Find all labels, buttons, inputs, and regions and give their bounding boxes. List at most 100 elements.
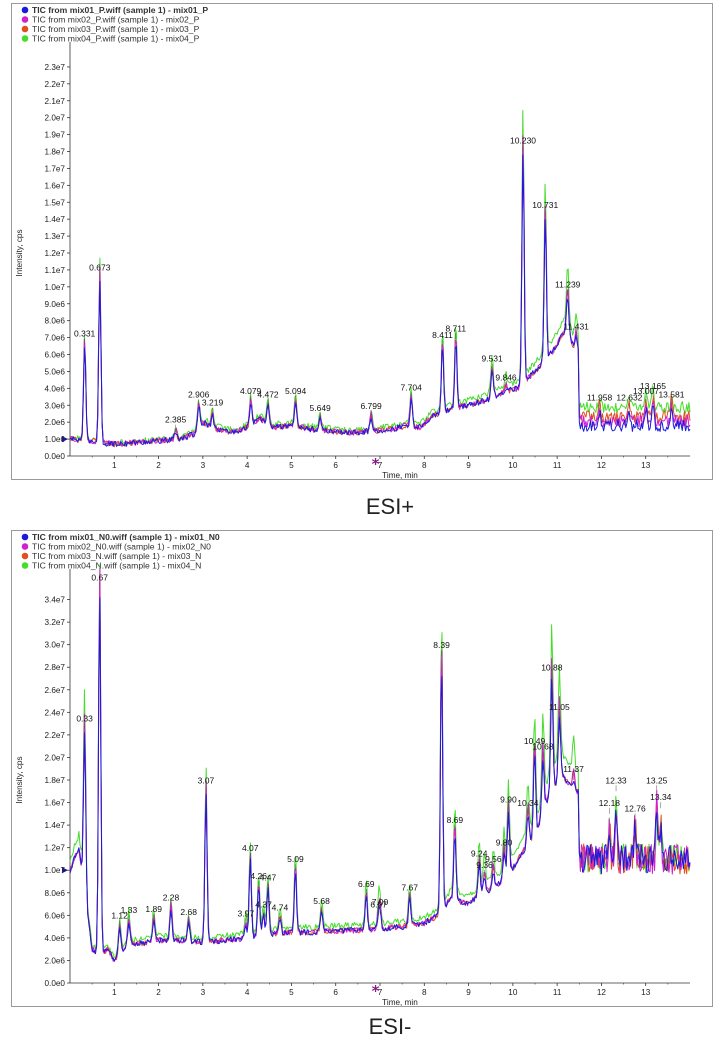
c0-peak-label-20: 12.632 (616, 393, 642, 403)
esi-positive-caption: ESI+ (365, 494, 415, 519)
c0-x-tick-label-4: 5 (289, 461, 294, 470)
c1-peak-label-0: 0.33 (76, 713, 93, 723)
c1-y-tick-label-6: 1.2e7 (45, 844, 66, 853)
c1-peak-label-25: 9.80 (496, 837, 513, 847)
c1-y-tick-label-13: 2.6e7 (45, 686, 66, 695)
c1-x-tick-label-0: 1 (112, 988, 117, 997)
c0-peak-label-22: 13.165 (640, 381, 666, 391)
c1-x-tick-label-5: 6 (333, 988, 338, 997)
c0-y-tick-label-4: 4.0e6 (45, 384, 66, 393)
c0-peak-label-23: 13.581 (658, 389, 684, 399)
c1-x-tick-label-1: 2 (156, 988, 161, 997)
c0-y-tick-label-14: 1.4e7 (45, 215, 66, 224)
c1-x-tick-label-11: 12 (597, 988, 607, 997)
c0-peak-label-10: 7.704 (401, 382, 423, 392)
c1-peak-label-31: 11.05 (549, 702, 570, 712)
c1-legend-marker-1 (21, 533, 29, 541)
c1-peak-label-27: 10.34 (517, 798, 539, 808)
c1-peak-label-33: 12.18 (599, 798, 621, 808)
c1-y-tick-label-1: 2.0e6 (45, 956, 66, 965)
c1-y-tick-label-3: 6.0e6 (45, 911, 66, 920)
c0-y-tick-label-20: 2.0e7 (45, 114, 66, 123)
c1-peak-label-24: 9.56 (485, 854, 502, 864)
c0-y-tick-label-0: 0.0e0 (45, 452, 66, 461)
c1-legend-marker-4 (21, 562, 29, 569)
esi-negative-caption: ESI- (368, 1014, 412, 1039)
c1-peak-label-37: 13.34 (650, 792, 672, 802)
c1-legend-entry-4: TIC from mix04_N.wiff (sample 1) - mix04… (32, 561, 201, 571)
c1-peak-label-18: 7.00 (372, 897, 389, 907)
c0-peak-label-8: 5.649 (310, 403, 332, 413)
c0-peak-label-18: 11.431 (564, 322, 590, 332)
c1-x-tick-label-9: 10 (508, 988, 518, 997)
c0-x-tick-label-9: 10 (508, 461, 518, 470)
c1-peak-label-32: 11.37 (563, 764, 584, 774)
c1-peak-label-1: 0.67 (91, 572, 108, 582)
c1-x-tick-label-8: 9 (466, 988, 471, 997)
c0-y-tick-label-8: 8.0e6 (45, 317, 66, 326)
c1-peak-label-35: 12.76 (624, 803, 646, 813)
c0-y-tick-label-17: 1.7e7 (45, 164, 66, 173)
c0-x-tick-label-8: 9 (466, 461, 471, 470)
c1-y-tick-label-14: 2.8e7 (45, 663, 66, 672)
c1-peak-label-15: 5.68 (313, 896, 330, 906)
c1-peak-label-29: 10.68 (532, 741, 554, 751)
c1-peak-label-8: 3.97 (238, 908, 255, 918)
c0-y-tick-label-18: 1.8e7 (45, 148, 66, 157)
c0-y-tick-label-16: 1.6e7 (45, 181, 66, 190)
c1-legend-marker-2 (21, 543, 29, 550)
c0-peak-label-13: 9.531 (481, 354, 503, 364)
c0-peak-label-0: 0.331 (74, 328, 96, 338)
c0-y-tick-label-3: 3.0e6 (45, 401, 66, 410)
c1-peak-label-19: 7.67 (401, 882, 418, 892)
esi-positive-chart-panel: TIC from mix01_P.wiff (sample 1) - mix01… (11, 3, 713, 480)
c0-peak-label-15: 10.230 (510, 136, 536, 146)
c0-x-tick-label-2: 3 (201, 461, 206, 470)
c1-y-tick-label-9: 1.8e7 (45, 776, 66, 785)
c0-y-tick-label-22: 2.2e7 (45, 80, 66, 89)
c0-y-tick-label-1: 1.0e6 (45, 435, 66, 444)
c1-y-tick-label-17: 3.4e7 (45, 596, 66, 605)
c0-y-tick-label-7: 7.0e6 (45, 334, 66, 343)
c0-x-axis-label: Time, min (382, 471, 418, 479)
c0-peak-label-19: 11.958 (587, 393, 613, 403)
c1-y-tick-label-4: 8.0e6 (45, 889, 66, 898)
c1-x-tick-label-10: 11 (553, 988, 562, 997)
c1-y-tick-label-7: 1.4e7 (45, 821, 66, 830)
c1-peak-label-12: 4.47 (260, 872, 277, 882)
c1-x-tick-label-6: 7 (378, 988, 383, 997)
c0-legend-entry-2: TIC from mix02_P.wiff (sample 1) - mix02… (32, 15, 200, 25)
c1-baseline-arrow-icon (62, 867, 68, 874)
c1-peak-label-22: 9.24 (471, 849, 488, 859)
c0-x-tick-label-6: 7 (378, 461, 383, 470)
c0-peak-label-4: 3.219 (202, 398, 224, 408)
c1-peak-label-3: 1.33 (121, 905, 138, 915)
c0-peak-label-12: 8.711 (445, 323, 466, 333)
c0-trace-1 (69, 154, 691, 447)
c0-y-axis-label: Intensity, cps (15, 229, 24, 276)
c0-peak-label-11: 8.411 (432, 330, 453, 340)
c0-y-tick-label-13: 1.3e7 (45, 232, 66, 241)
c1-peak-label-14: 5.09 (287, 854, 304, 864)
c0-y-tick-label-23: 2.3e7 (45, 63, 66, 72)
c0-legend-marker-2 (21, 16, 29, 23)
c0-y-tick-label-15: 1.5e7 (45, 198, 66, 207)
esi-positive-chart: TIC from mix01_P.wiff (sample 1) - mix01… (15, 5, 691, 479)
c0-peak-label-6: 4.472 (257, 389, 279, 399)
c0-peak-label-2: 2.385 (165, 415, 187, 425)
c0-peak-label-9: 6.799 (360, 401, 382, 411)
c0-y-tick-label-2: 2.0e6 (45, 418, 66, 427)
c0-peak-label-17: 11.239 (555, 279, 581, 289)
esi-negative-chart-panel: TIC from mix01_N0.wiff (sample 1) - mix0… (11, 530, 713, 1007)
c0-trace-2 (69, 135, 691, 447)
c0-legend-marker-1 (21, 6, 29, 14)
c1-y-tick-label-0: 0.0e0 (45, 979, 66, 988)
c0-peak-label-21: 13.007 (633, 386, 659, 396)
c1-peak-label-10: 4.26 (250, 871, 267, 881)
c0-y-tick-label-5: 5.0e6 (45, 367, 66, 376)
c0-y-tick-label-19: 1.9e7 (45, 131, 66, 140)
c1-y-tick-label-11: 2.2e7 (45, 731, 66, 740)
c1-x-tick-label-3: 4 (245, 988, 250, 997)
c1-peak-label-17: 6.97 (370, 899, 387, 909)
c0-y-tick-label-9: 9.0e6 (45, 300, 66, 309)
